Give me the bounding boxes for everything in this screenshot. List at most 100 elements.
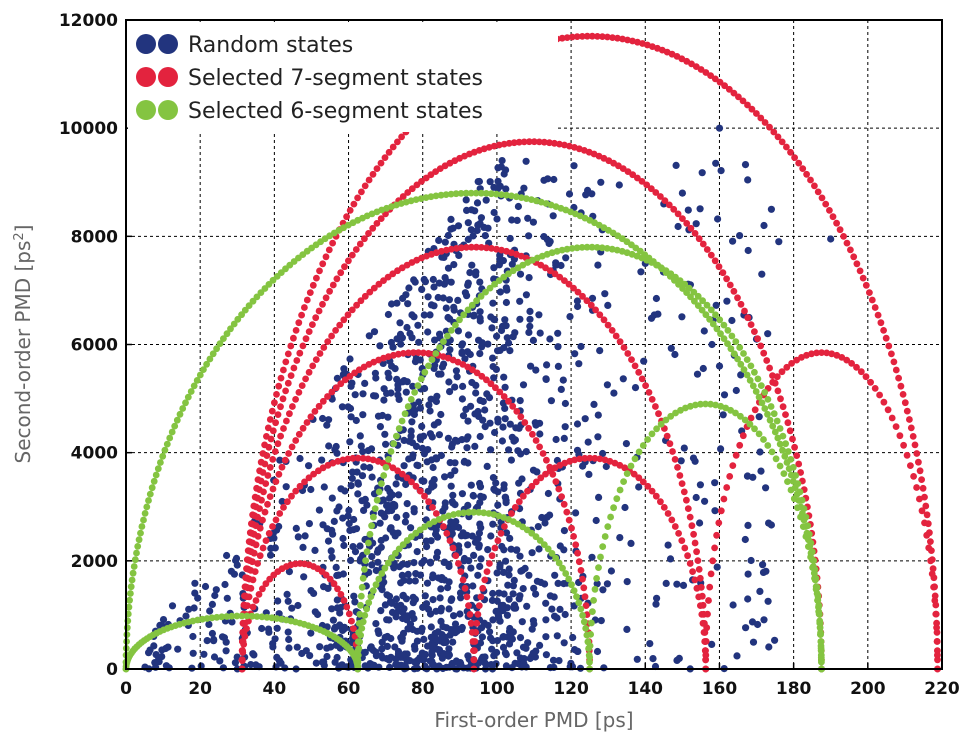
seven-segment-point — [299, 424, 307, 432]
seven-segment-point — [895, 374, 902, 382]
seven-segment-point — [361, 182, 369, 190]
random-state-point — [330, 517, 338, 526]
random-state-point — [395, 491, 403, 499]
six-segment-point — [815, 608, 823, 615]
random-state-point — [162, 662, 170, 670]
random-state-point — [744, 570, 752, 578]
random-state-point — [689, 454, 698, 462]
random-state-point — [454, 222, 463, 230]
random-state-point — [497, 326, 506, 335]
random-state-point — [174, 645, 182, 653]
random-state-point — [360, 463, 368, 471]
seven-segment-point — [470, 656, 478, 664]
seven-segment-point — [271, 448, 279, 455]
random-state-point — [744, 176, 752, 184]
seven-segment-point — [735, 93, 742, 101]
random-state-point — [398, 634, 406, 642]
random-state-point — [500, 546, 508, 554]
seven-segment-point — [739, 432, 747, 440]
random-state-point — [459, 412, 468, 420]
random-state-point — [191, 589, 199, 597]
random-state-point — [423, 579, 432, 587]
random-state-point — [775, 238, 783, 246]
six-segment-point — [757, 382, 765, 389]
random-state-point — [673, 580, 681, 588]
seven-segment-point — [265, 530, 273, 537]
random-state-point — [500, 344, 508, 352]
six-segment-point — [672, 273, 679, 281]
random-state-point — [381, 513, 389, 521]
six-segment-point — [706, 315, 713, 323]
six-segment-point — [357, 592, 365, 600]
random-state-point — [444, 434, 452, 442]
random-state-point — [329, 530, 337, 538]
random-state-point — [327, 547, 335, 555]
random-state-point — [352, 416, 360, 425]
random-state-point — [365, 332, 373, 340]
random-state-point — [437, 604, 445, 613]
random-state-point — [447, 626, 455, 634]
seven-segment-point — [715, 263, 723, 271]
random-state-point — [458, 436, 466, 444]
seven-segment-point — [779, 403, 787, 411]
seven-segment-point — [272, 478, 280, 485]
random-state-point — [530, 584, 538, 592]
seven-segment-point — [703, 624, 711, 632]
seven-segment-point — [258, 496, 265, 504]
seven-segment-point — [521, 419, 529, 426]
random-state-point — [377, 543, 385, 551]
random-state-point — [434, 293, 442, 302]
random-state-point — [400, 605, 408, 613]
random-state-point — [426, 407, 434, 415]
random-state-point — [420, 635, 428, 644]
random-state-point — [505, 571, 513, 579]
random-state-point — [482, 196, 490, 204]
random-state-point — [164, 643, 172, 651]
seven-segment-point — [309, 281, 317, 289]
seven-segment-point — [630, 470, 638, 478]
seven-segment-point — [254, 533, 262, 540]
seven-segment-point — [866, 289, 873, 296]
random-state-point — [328, 494, 336, 502]
seven-segment-point — [576, 455, 584, 463]
y-axis-label-end: ] — [11, 225, 35, 233]
random-state-point — [385, 656, 393, 664]
six-segment-point — [685, 284, 693, 292]
seven-segment-point — [674, 464, 681, 471]
six-segment-point — [713, 325, 721, 333]
seven-segment-point — [265, 443, 273, 451]
seven-segment-point — [316, 350, 324, 357]
seven-segment-point — [252, 597, 260, 604]
seven-segment-point — [552, 478, 560, 485]
random-state-point — [522, 448, 530, 456]
six-segment-point — [767, 403, 775, 410]
random-state-point — [151, 659, 159, 667]
seven-segment-point — [695, 235, 703, 243]
seven-segment-point — [648, 487, 656, 495]
seven-segment-point — [244, 602, 251, 609]
six-segment-point — [417, 375, 425, 383]
seven-segment-point — [616, 338, 624, 345]
random-state-point — [387, 389, 395, 397]
random-state-point — [267, 551, 275, 559]
seven-segment-point — [269, 485, 277, 493]
random-state-point — [433, 533, 442, 541]
random-state-point — [478, 655, 486, 663]
seven-segment-point — [786, 427, 794, 435]
seven-segment-point — [313, 274, 320, 282]
random-state-point — [489, 589, 497, 598]
random-state-point — [435, 370, 443, 378]
random-state-point — [509, 333, 517, 341]
seven-segment-point — [353, 301, 360, 309]
random-state-point — [503, 334, 511, 342]
random-state-point — [543, 513, 551, 521]
random-state-point — [758, 270, 766, 278]
seven-segment-point — [302, 335, 310, 343]
random-state-point — [594, 261, 602, 269]
random-state-point — [471, 442, 479, 450]
six-segment-point — [812, 585, 820, 593]
seven-segment-point — [693, 584, 701, 592]
seven-segment-point — [822, 200, 830, 208]
seven-segment-point — [403, 474, 411, 482]
seven-segment-point — [563, 34, 571, 41]
